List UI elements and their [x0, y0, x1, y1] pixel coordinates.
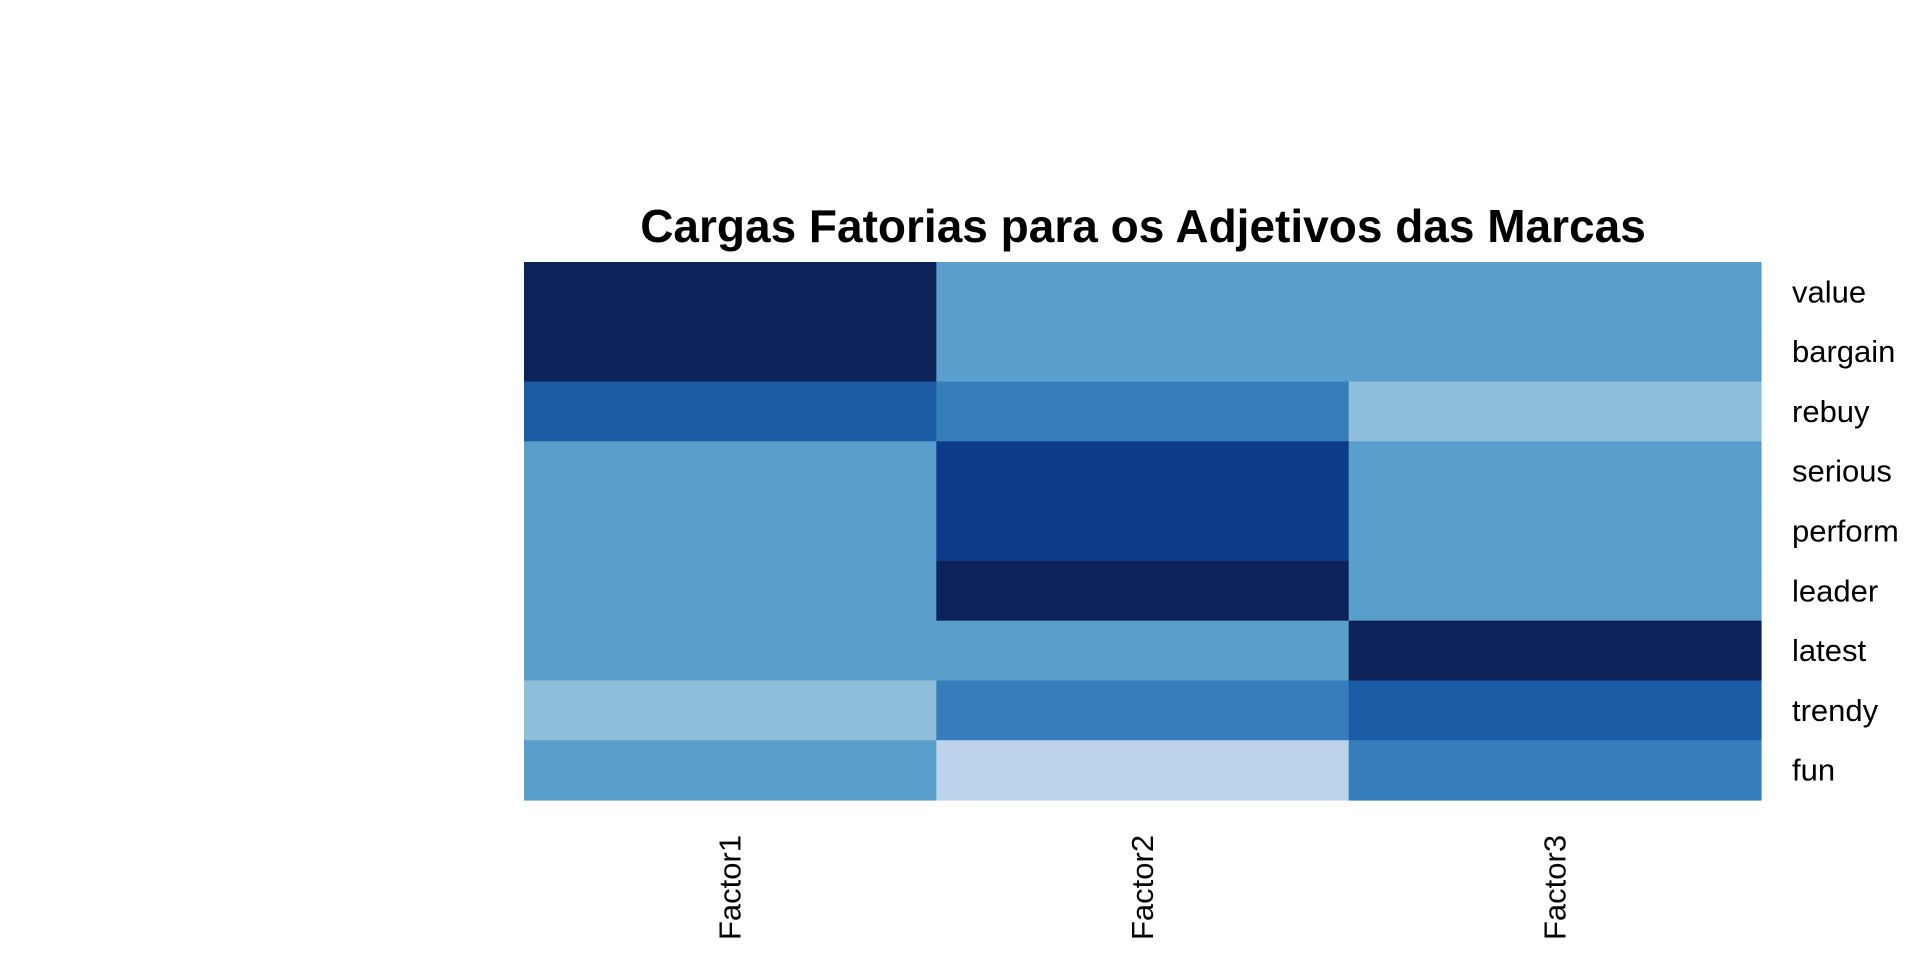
row-label-perform: perform	[1792, 514, 1899, 549]
row-label-value: value	[1792, 274, 1866, 309]
heatmap-cell-leader-factor1	[524, 560, 937, 622]
heatmap-cell-bargain-factor1	[524, 321, 937, 383]
heatmap-cell-leader-factor2	[936, 560, 1350, 622]
column-label-factor1: Factor1	[713, 835, 748, 940]
heatmap-cell-bargain-factor3	[1348, 321, 1762, 383]
row-label-leader: leader	[1792, 573, 1878, 608]
row-labels: value bargain rebuy serious perform leader lat…	[1792, 274, 1899, 787]
column-labels: Factor1 Factor2 Factor3	[713, 835, 1573, 940]
column-label-factor2: Factor2	[1125, 835, 1160, 940]
heatmap-cell-value-factor1	[524, 262, 937, 323]
heatmap-cell-serious-factor2	[936, 441, 1350, 502]
heatmap-cell-rebuy-factor1	[524, 381, 937, 442]
row-label-latest: latest	[1792, 633, 1866, 668]
row-label-trendy: trendy	[1792, 693, 1879, 728]
heatmap-cell-latest-factor3	[1348, 620, 1762, 682]
heatmap-cells	[524, 262, 1762, 801]
chart-title: Cargas Fatorias para os Adjetivos das Ma…	[640, 200, 1646, 252]
heatmap-cell-serious-factor3	[1348, 441, 1762, 502]
heatmap-cell-rebuy-factor2	[936, 381, 1350, 442]
heatmap-cell-serious-factor1	[524, 441, 937, 502]
heatmap-cell-leader-factor3	[1348, 560, 1762, 622]
heatmap-cell-bargain-factor2	[936, 321, 1350, 383]
row-label-rebuy: rebuy	[1792, 394, 1870, 429]
heatmap-cell-trendy-factor1	[524, 680, 937, 741]
heatmap-cell-perform-factor2	[936, 501, 1350, 562]
heatmap-cell-trendy-factor2	[936, 680, 1350, 741]
heatmap-cell-trendy-factor3	[1348, 680, 1762, 741]
row-label-bargain: bargain	[1792, 334, 1895, 369]
column-label-factor3: Factor3	[1537, 835, 1572, 940]
heatmap-cell-rebuy-factor3	[1348, 381, 1762, 442]
row-label-serious: serious	[1792, 454, 1892, 489]
heatmap-cell-latest-factor2	[936, 620, 1350, 682]
row-label-fun: fun	[1792, 753, 1835, 788]
heatmap-cell-fun-factor2	[936, 740, 1350, 801]
heatmap-cell-perform-factor1	[524, 501, 937, 562]
heatmap-cell-value-factor2	[936, 262, 1350, 323]
heatmap-cell-latest-factor1	[524, 620, 937, 682]
heatmap-cell-perform-factor3	[1348, 501, 1762, 562]
heatmap-cell-fun-factor3	[1348, 740, 1762, 801]
heatmap-cell-fun-factor1	[524, 740, 937, 801]
heatmap-cell-value-factor3	[1348, 262, 1762, 323]
